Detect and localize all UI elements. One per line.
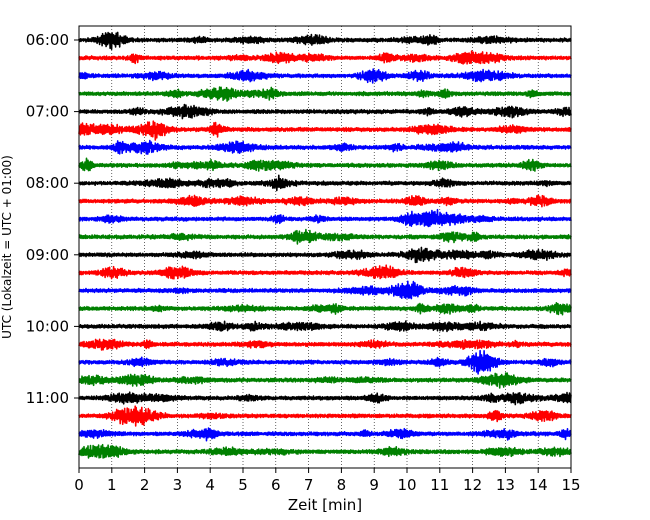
x-tick-label-2: 2 — [140, 476, 150, 494]
y-axis-label: UTC (Lokalzeit = UTC + 01:00) — [0, 155, 14, 339]
plot-frame — [78, 25, 572, 469]
x-tick-label-1: 1 — [107, 476, 117, 494]
y-tick-label-0700: 07:00 — [26, 103, 69, 121]
x-tick-label-4: 4 — [205, 476, 215, 494]
trace-0600 — [78, 31, 572, 50]
trace-1115 — [78, 405, 572, 427]
trace-0715 — [78, 120, 572, 141]
y-tick-label-1100: 11:00 — [26, 389, 69, 407]
y-axis-ticks: 06:00 07:00 08:00 09:00 10:00 11:00 — [26, 31, 79, 407]
x-tick-label-8: 8 — [337, 476, 347, 494]
y-tick-label-1000: 10:00 — [26, 317, 69, 335]
trace-1045 — [78, 372, 572, 389]
x-tick-label-3: 3 — [173, 476, 183, 494]
trace-1015 — [78, 338, 572, 351]
trace-0645 — [78, 86, 572, 102]
trace-0830 — [78, 208, 572, 228]
trace-0730 — [78, 139, 572, 155]
x-tick-label-6: 6 — [271, 476, 281, 494]
trace-0930 — [78, 280, 572, 300]
y-tick-label-0900: 09:00 — [26, 246, 69, 264]
x-tick-label-12: 12 — [463, 476, 482, 494]
trace-1100 — [78, 391, 572, 406]
x-tick-label-15: 15 — [561, 476, 580, 494]
x-axis-label: Zeit [min] — [288, 496, 362, 514]
trace-1130 — [78, 427, 572, 442]
x-axis-ticks: 0 1 2 3 4 5 6 7 8 9 10 11 12 13 14 15 — [74, 468, 581, 494]
x-tick-label-0: 0 — [74, 476, 84, 494]
trace-0945 — [78, 302, 572, 316]
x-tick-label-13: 13 — [496, 476, 515, 494]
trace-0745 — [78, 157, 572, 172]
trace-1145 — [78, 443, 572, 459]
trace-0800 — [78, 174, 572, 192]
x-tick-label-9: 9 — [369, 476, 379, 494]
trace-0900 — [78, 246, 572, 264]
seismic-traces — [78, 31, 572, 459]
trace-0615 — [78, 50, 572, 65]
trace-0845 — [78, 228, 572, 245]
x-tick-label-7: 7 — [304, 476, 314, 494]
trace-0815 — [78, 194, 572, 208]
y-tick-label-0800: 08:00 — [26, 174, 69, 192]
trace-0700 — [78, 103, 572, 120]
x-tick-label-11: 11 — [430, 476, 449, 494]
trace-0630 — [78, 68, 572, 84]
trace-1030 — [78, 349, 572, 375]
trace-1000 — [78, 320, 572, 333]
y-tick-label-0600: 06:00 — [26, 31, 69, 49]
x-tick-label-5: 5 — [238, 476, 248, 494]
x-tick-label-14: 14 — [529, 476, 548, 494]
trace-0915 — [78, 264, 572, 280]
x-tick-label-10: 10 — [397, 476, 416, 494]
